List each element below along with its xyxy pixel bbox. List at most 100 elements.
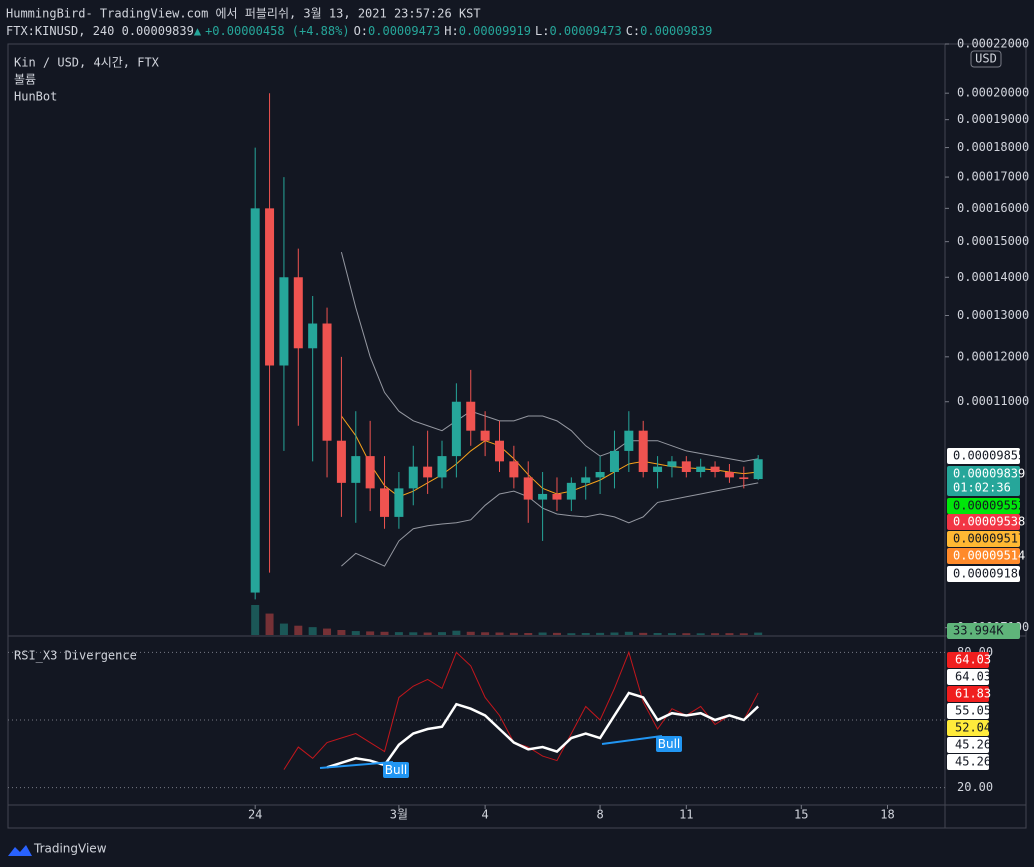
volume-bar <box>552 632 561 635</box>
candle-body <box>423 466 433 478</box>
ohlc-value: 0.00009839 <box>640 24 712 38</box>
x-tick-label: 24 <box>248 808 262 822</box>
candle-body <box>466 401 476 431</box>
volume-bar <box>596 632 605 635</box>
candle-body <box>552 493 562 500</box>
candle-body <box>681 461 691 472</box>
price-label-box <box>947 566 1020 582</box>
volume-bar <box>725 633 734 635</box>
value-label: 64.03 <box>955 670 991 684</box>
volume-bar <box>481 632 490 635</box>
volume-bar <box>538 632 547 635</box>
candle-body <box>739 477 749 480</box>
value-label-box <box>947 686 989 702</box>
countdown: 01:02:36 <box>953 481 1011 495</box>
frame <box>7 43 1027 829</box>
volume-bar <box>682 633 691 635</box>
overlay-line <box>340 251 759 462</box>
x-tick-label: 18 <box>880 808 894 822</box>
rsi-title: RSI_X3 Divergence <box>14 649 137 663</box>
publish-line: HummingBird- TradingView.com 에서 퍼블리쉬, 3월… <box>6 7 481 21</box>
value-label-box <box>947 754 989 770</box>
volume-bar <box>394 632 403 635</box>
price-label: 0.00009517 <box>953 532 1025 546</box>
candle-body <box>293 277 303 349</box>
candle-body <box>523 477 533 500</box>
volume-bar <box>366 631 375 635</box>
y-tick-label: 0.00011000 <box>957 394 1029 408</box>
candle-body <box>566 482 576 500</box>
value-label: 61.83 <box>955 687 991 701</box>
y-tick-label: 0.00019000 <box>957 112 1029 126</box>
x-tick-label: 8 <box>596 808 603 822</box>
candle-body <box>336 440 346 483</box>
y-tick-label: 0.00013000 <box>957 308 1029 322</box>
ohlc-label: O: <box>354 24 368 38</box>
candle-body <box>351 456 361 483</box>
currency[interactable]: USD <box>975 52 997 66</box>
volume-bar <box>667 633 676 635</box>
divergence-line <box>319 761 394 769</box>
value-label-box <box>947 652 989 668</box>
bull-label: Bull <box>385 763 408 777</box>
volume-bar <box>279 623 288 635</box>
indicator-name: HunBot <box>14 90 57 104</box>
x-tick-label: 11 <box>679 808 693 822</box>
candle-body <box>609 450 619 472</box>
price-label-box <box>947 514 1020 530</box>
price-label-box <box>947 623 1020 639</box>
value-label: 52.04 <box>955 721 991 735</box>
candle-body <box>308 323 318 349</box>
currency-button[interactable] <box>970 50 1002 68</box>
y-tick-label: 0.00017000 <box>957 170 1029 184</box>
ohlc-value: 0.00009473 <box>549 24 621 38</box>
quote-line: FTX:KINUSD, 240 0.00009839▲ +0.00000458 (… <box>6 24 712 38</box>
price-label-box <box>947 548 1020 564</box>
volume-bar <box>308 627 317 635</box>
volume-bar <box>438 632 447 635</box>
ohlc-value: 0.00009919 <box>459 24 531 38</box>
volume-bar <box>423 632 432 635</box>
ohlc-label: H: <box>444 24 458 38</box>
candle-body <box>595 471 605 478</box>
price-label-box <box>947 466 1020 496</box>
volume-bar <box>696 633 705 635</box>
y-tick-label: 0.00016000 <box>957 201 1029 215</box>
candle-body <box>408 466 418 489</box>
candle-body <box>279 277 289 366</box>
logo: TradingView <box>8 842 107 856</box>
candle-body <box>638 430 648 472</box>
volume-bar <box>251 605 260 635</box>
price-label-box <box>947 448 1020 464</box>
price-label: 0.00009180 <box>953 567 1025 581</box>
volume-bar <box>524 633 533 635</box>
y-tick-label: 0.00014000 <box>957 270 1029 284</box>
candle-body <box>365 456 375 489</box>
value-label: 64.03 <box>955 653 991 667</box>
volume-bar <box>567 633 576 635</box>
volume-bar <box>653 633 662 635</box>
main-pane <box>250 93 763 635</box>
logo-text: TradingView <box>33 842 107 856</box>
candle-body <box>394 488 404 517</box>
price-label: 0.00009538 <box>953 515 1025 529</box>
candle-body <box>538 493 548 500</box>
bull-badge: Bull <box>656 736 682 752</box>
candle-body <box>667 461 677 467</box>
candle-body <box>480 430 490 441</box>
volume-bar <box>466 631 475 635</box>
rsi-pane <box>8 650 945 789</box>
overlay-line <box>341 482 759 567</box>
pane-title: Kin / USD, 4시간, FTX <box>14 56 160 70</box>
volume-bar <box>265 613 274 635</box>
volume-bar <box>610 632 619 635</box>
x-tick-label: 15 <box>794 808 808 822</box>
y-tick-label: 0.00015000 <box>957 234 1029 248</box>
y-tick-label: 0.00018000 <box>957 140 1029 154</box>
candle-body <box>265 208 275 366</box>
bull-box <box>383 762 409 778</box>
volume-bar <box>323 628 332 635</box>
divergence-line <box>601 735 663 745</box>
